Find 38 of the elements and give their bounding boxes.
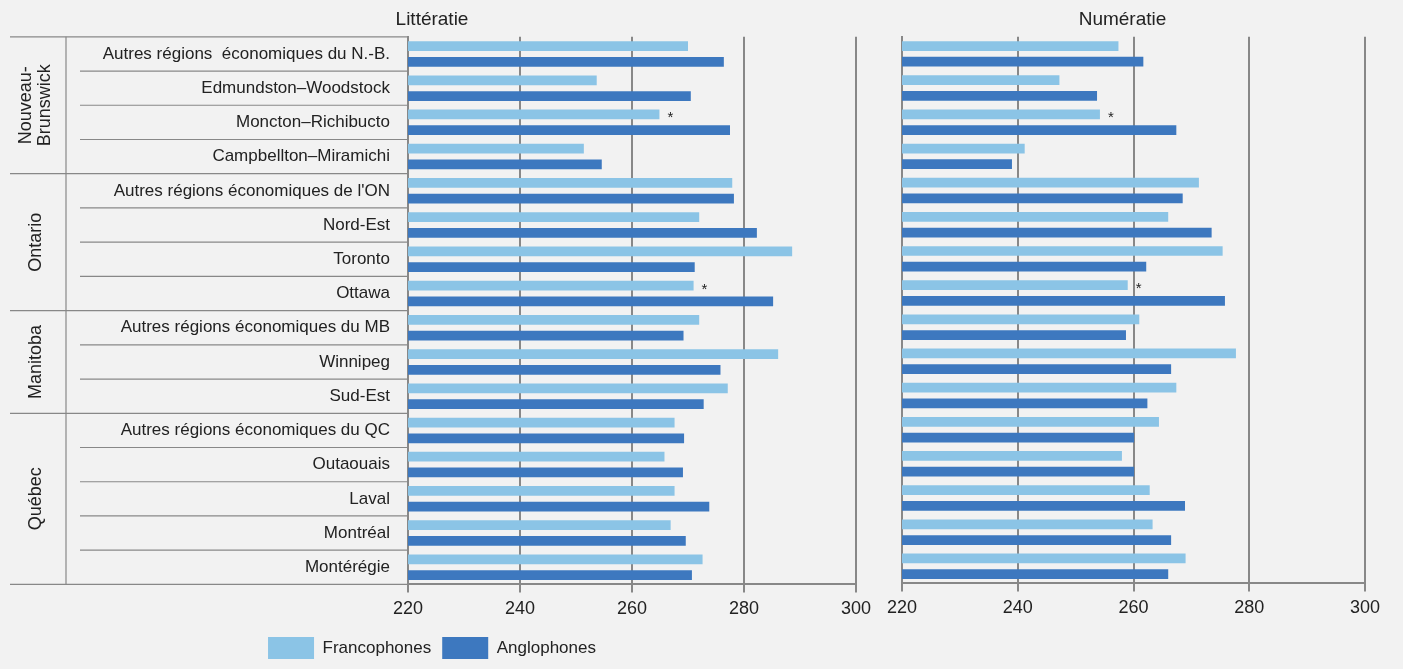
x-tick-label: 220 [392, 598, 424, 619]
annotation: * [1135, 279, 1142, 297]
x-tick-label: 240 [1002, 597, 1033, 618]
chart-title: Littératie [395, 7, 469, 29]
y-tick-label: Winnipeg [319, 351, 390, 371]
annotation: Nouveau-Brunswick [15, 63, 55, 147]
annotation: Québec [24, 467, 45, 531]
x-tick-label: 280 [1234, 597, 1265, 618]
y-tick-label: Autres régions économiques de l'ON [113, 180, 390, 200]
y-tick-label: Ottawa [336, 283, 391, 303]
y-tick-label: Edmundston–Woodstock [201, 77, 391, 97]
x-tick-label: 240 [504, 598, 536, 619]
x-tick-label: 300 [840, 598, 872, 619]
y-tick-label: Autres régions économiques du QC [120, 420, 390, 440]
chart-title: Numératie [1078, 7, 1167, 29]
annotation: Ontario [24, 212, 45, 272]
y-tick-label: Sud-Est [329, 385, 391, 405]
x-tick-label: 260 [1118, 597, 1149, 618]
y-tick-label: Autres régions économiques du MB [120, 317, 390, 337]
annotation: * [667, 108, 674, 126]
x-tick-label: 300 [1349, 597, 1381, 618]
y-tick-label: Moncton–Richibucto [235, 112, 390, 132]
x-tick-label: 280 [728, 598, 760, 619]
legend-label: Francophones [322, 637, 432, 657]
legend-label: Anglophones [496, 637, 596, 657]
y-tick-label: Nord-Est [322, 214, 391, 234]
y-tick-label: Outaouais [312, 454, 390, 474]
annotation: Manitoba [24, 323, 45, 399]
y-tick-label: Laval [349, 488, 390, 508]
y-tick-label: Montérégie [304, 556, 390, 576]
y-tick-label: Toronto [333, 248, 390, 268]
annotation: * [1107, 108, 1114, 126]
annotation: * [701, 279, 708, 297]
x-tick-label: 220 [886, 597, 918, 618]
y-tick-label: Montréal [323, 522, 390, 542]
y-tick-label: Campbellton–Miramichi [212, 146, 390, 166]
y-tick-label: Autres régions économiques du N.-B. [102, 43, 390, 63]
x-tick-label: 260 [616, 598, 648, 619]
